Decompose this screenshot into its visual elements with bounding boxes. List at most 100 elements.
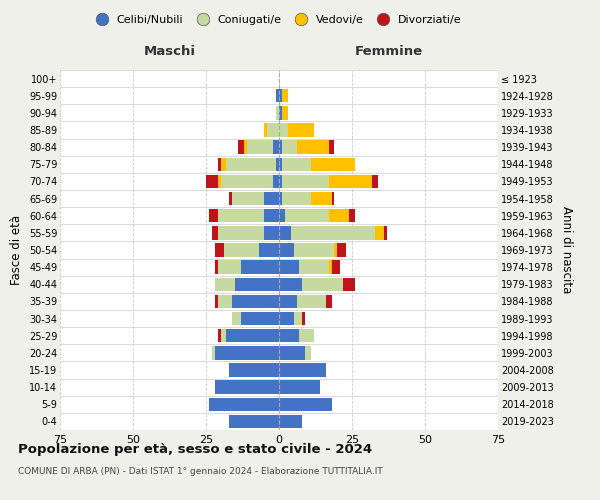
Bar xyxy=(221,174,273,188)
Bar xyxy=(279,174,282,188)
Bar xyxy=(215,346,279,360)
Bar xyxy=(373,174,378,188)
Bar xyxy=(238,140,244,154)
Bar xyxy=(265,124,268,136)
Text: COMUNE DI ARBA (PN) - Dati ISTAT 1° gennaio 2024 - Elaborazione TUTTITALIA.IT: COMUNE DI ARBA (PN) - Dati ISTAT 1° genn… xyxy=(18,468,383,476)
Text: Popolazione per età, sesso e stato civile - 2024: Popolazione per età, sesso e stato civil… xyxy=(18,442,372,456)
Bar xyxy=(285,209,329,222)
Bar xyxy=(279,278,302,291)
Bar xyxy=(279,260,299,274)
Bar xyxy=(229,414,279,428)
Bar xyxy=(279,209,285,222)
Bar xyxy=(215,278,235,291)
Bar xyxy=(273,174,279,188)
Bar xyxy=(235,278,279,291)
Text: Maschi: Maschi xyxy=(143,45,196,58)
Bar xyxy=(349,209,355,222)
Bar xyxy=(244,140,247,154)
Bar xyxy=(279,398,332,411)
Bar xyxy=(279,192,282,205)
Bar xyxy=(282,158,311,171)
Bar xyxy=(376,226,384,239)
Bar xyxy=(265,209,279,222)
Bar xyxy=(279,158,282,171)
Bar xyxy=(218,174,221,188)
Bar xyxy=(311,192,332,205)
Bar xyxy=(299,260,329,274)
Bar xyxy=(384,226,387,239)
Legend: Celibi/Nubili, Coniugati/e, Vedovi/e, Divorziati/e: Celibi/Nubili, Coniugati/e, Vedovi/e, Di… xyxy=(86,10,466,29)
Bar xyxy=(276,89,279,102)
Bar xyxy=(279,294,296,308)
Bar xyxy=(343,278,355,291)
Bar xyxy=(329,140,334,154)
Bar xyxy=(279,329,299,342)
Y-axis label: Fasce di età: Fasce di età xyxy=(10,215,23,285)
Bar xyxy=(334,244,337,256)
Bar xyxy=(279,124,288,136)
Bar xyxy=(293,244,334,256)
Bar xyxy=(215,380,279,394)
Bar xyxy=(265,192,279,205)
Bar xyxy=(241,260,279,274)
Bar xyxy=(288,124,314,136)
Bar xyxy=(221,329,226,342)
Bar xyxy=(265,226,279,239)
Bar xyxy=(282,174,329,188)
Bar xyxy=(212,226,218,239)
Bar xyxy=(218,329,221,342)
Bar xyxy=(215,244,224,256)
Bar xyxy=(232,192,265,205)
Bar xyxy=(279,140,282,154)
Bar xyxy=(337,244,346,256)
Bar xyxy=(226,158,276,171)
Bar xyxy=(282,89,288,102)
Bar xyxy=(299,329,314,342)
Bar xyxy=(279,346,305,360)
Bar xyxy=(305,346,311,360)
Bar xyxy=(218,209,265,222)
Bar xyxy=(279,414,302,428)
Bar xyxy=(209,209,218,222)
Text: Femmine: Femmine xyxy=(355,45,422,58)
Bar xyxy=(311,158,355,171)
Bar xyxy=(229,364,279,376)
Bar xyxy=(218,158,221,171)
Bar xyxy=(282,140,296,154)
Bar xyxy=(218,260,241,274)
Bar xyxy=(224,244,259,256)
Bar xyxy=(332,260,340,274)
Bar xyxy=(232,294,279,308)
Y-axis label: Anni di nascita: Anni di nascita xyxy=(560,206,573,294)
Bar xyxy=(290,226,376,239)
Bar xyxy=(215,260,218,274)
Bar xyxy=(293,312,302,326)
Bar xyxy=(279,106,282,120)
Bar xyxy=(296,140,329,154)
Bar xyxy=(209,398,279,411)
Bar xyxy=(279,89,282,102)
Bar xyxy=(282,192,311,205)
Bar xyxy=(268,124,279,136)
Bar xyxy=(241,312,279,326)
Bar xyxy=(279,244,293,256)
Bar xyxy=(279,312,293,326)
Bar xyxy=(215,294,218,308)
Bar xyxy=(206,174,218,188)
Bar xyxy=(259,244,279,256)
Bar xyxy=(247,140,273,154)
Bar xyxy=(326,294,332,308)
Bar xyxy=(279,364,326,376)
Bar xyxy=(296,294,326,308)
Bar xyxy=(218,294,232,308)
Bar xyxy=(329,209,349,222)
Bar xyxy=(221,158,226,171)
Bar xyxy=(282,106,288,120)
Bar xyxy=(232,312,241,326)
Bar xyxy=(226,329,279,342)
Bar xyxy=(302,278,343,291)
Bar xyxy=(276,158,279,171)
Bar xyxy=(302,312,305,326)
Bar xyxy=(229,192,232,205)
Bar xyxy=(212,346,215,360)
